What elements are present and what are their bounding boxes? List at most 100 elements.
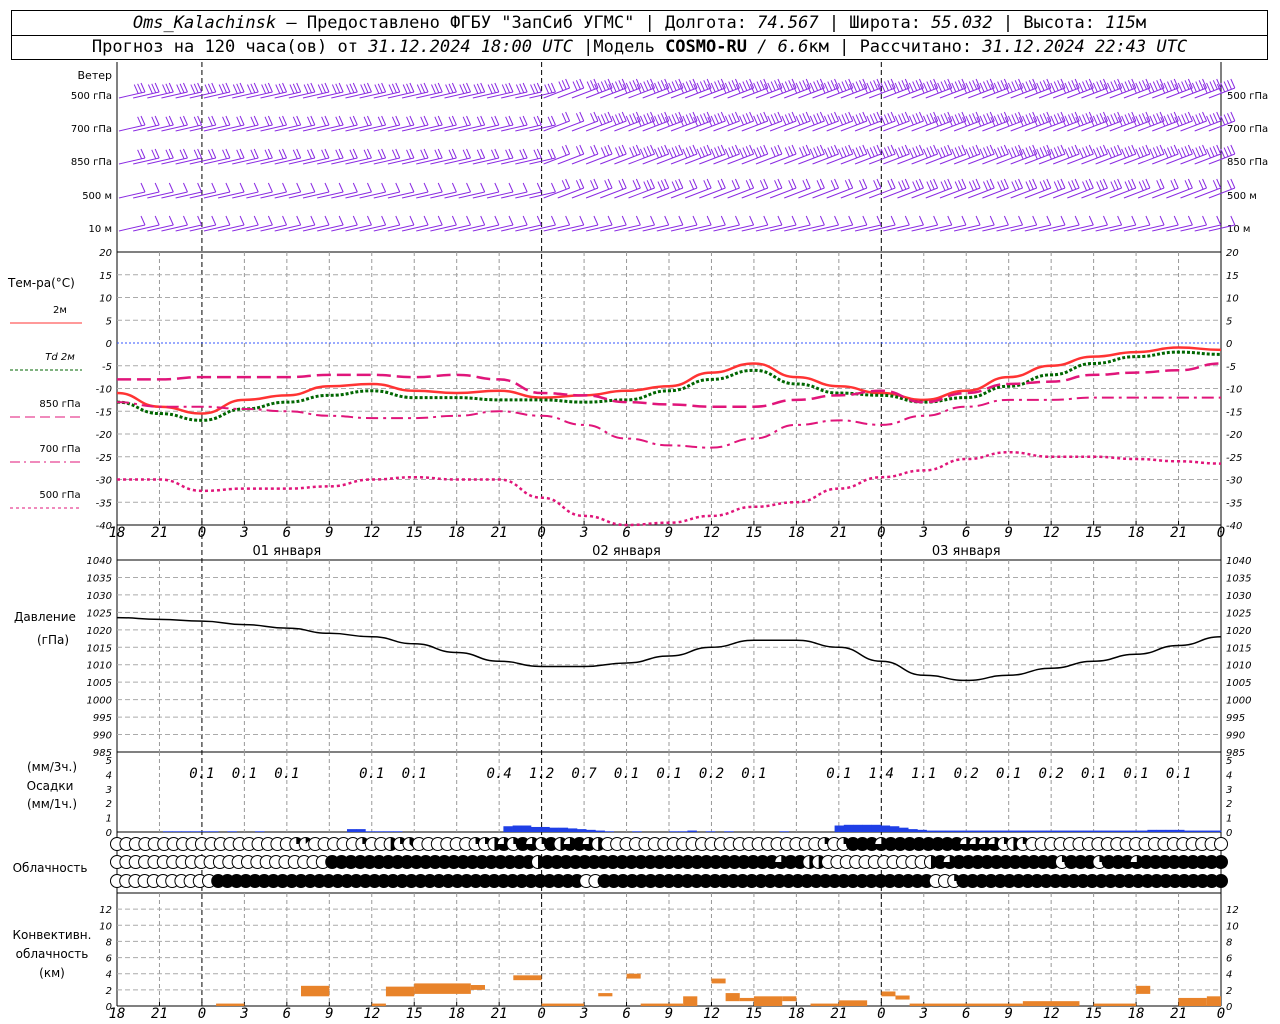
wind-barb-flag: [140, 215, 146, 226]
wind-barb-staff: [840, 153, 868, 165]
wind-barb-flag: [890, 144, 896, 155]
wind-barb-staff: [868, 120, 896, 132]
wind-barb-flag: [1163, 82, 1169, 93]
wind-level-label-right: 500 м: [1227, 191, 1257, 202]
convective-cloud-bar: [1206, 996, 1221, 1006]
wind-barb-flag: [756, 114, 762, 124]
x-tick-label: 18: [448, 525, 465, 541]
wind-barb-flag: [1124, 114, 1130, 124]
wind-barb-flag: [749, 215, 755, 226]
wind-barb-flag: [1025, 181, 1031, 191]
wind-barb-flag: [282, 182, 287, 193]
wind-barb-flag: [926, 147, 932, 157]
wind-barb-flag: [1173, 178, 1179, 189]
wind-barb-flag: [621, 215, 627, 226]
x-tick-label: 18: [109, 1006, 126, 1022]
wind-barb-flag: [501, 84, 507, 94]
x-tick-label: 9: [325, 1006, 333, 1022]
precip-bar: [190, 831, 201, 832]
wind-barb-flag: [491, 116, 496, 126]
wind-barb-flag: [795, 82, 801, 93]
wind-barb-flag: [699, 147, 705, 157]
wind-barb-flag: [951, 115, 957, 126]
wind-barb-flag: [480, 115, 486, 126]
wind-barb-flag: [1159, 215, 1165, 226]
pressure-y-tick-label-right: 995: [1226, 713, 1245, 724]
wind-barb-flag: [615, 147, 620, 157]
wind-barb-flag: [660, 146, 666, 156]
wind-barb-flag: [1039, 81, 1045, 91]
wind-barb-flag: [1082, 114, 1088, 124]
wind-barb-flag: [1230, 144, 1236, 155]
wind-barb-flag: [844, 180, 850, 190]
wind-barb-staff: [331, 157, 358, 165]
wind-barb-flag: [1096, 181, 1102, 191]
wind-barb-staff: [217, 91, 245, 99]
wind-barb-flag: [838, 148, 844, 159]
wind-barb-flag: [211, 215, 217, 226]
wind-barb-flag: [774, 113, 779, 123]
wind-barb-flag: [168, 215, 174, 226]
wind-barb-staff: [614, 153, 641, 165]
wind-barb-flag: [451, 182, 457, 193]
wind-barb-flag: [753, 148, 759, 159]
wind-barb-flag: [1124, 81, 1130, 91]
wind-barb-flag: [218, 84, 224, 94]
wind-barb-staff: [769, 153, 797, 165]
precip-bar: [880, 825, 891, 832]
wind-barb-flag: [1191, 115, 1197, 126]
precip-bar: [1175, 829, 1185, 832]
wind-barb-flag: [1121, 148, 1127, 159]
wind-barb-flag: [720, 111, 726, 122]
day-label: 02 января: [592, 544, 661, 559]
wind-barb-staff: [1095, 224, 1122, 232]
wind-barb-flag: [1146, 116, 1152, 127]
wind-barb-flag: [1174, 116, 1180, 127]
wind-barb-flag: [1046, 144, 1052, 155]
wind-barb-flag: [735, 78, 740, 89]
convective-cloud-bar: [626, 973, 641, 979]
wind-barb-flag: [1184, 180, 1190, 190]
wind-barb-flag: [989, 215, 995, 226]
wind-barb-flag: [183, 148, 188, 159]
wind-barb-staff: [925, 120, 952, 132]
wind-barb-flag: [933, 178, 939, 189]
wind-barb-flag: [901, 80, 907, 90]
wind-barb-flag: [1142, 113, 1147, 123]
wind-barb-flag: [664, 111, 670, 122]
wind-barb-flag: [1060, 215, 1066, 226]
wind-barb-staff: [1038, 187, 1066, 199]
wind-barb-staff: [840, 120, 868, 132]
wind-barb-staff: [401, 157, 429, 165]
wind-barb-flag: [926, 114, 932, 124]
wind-barb-staff: [1053, 224, 1080, 232]
wind-barb-flag: [151, 83, 157, 93]
wind-barb-flag: [855, 114, 861, 124]
wind-barb-flag: [841, 147, 847, 157]
wind-barb-staff: [373, 191, 400, 199]
wind-barb-flag: [943, 113, 949, 123]
wind-barb-flag: [324, 215, 330, 226]
wind-barb-flag: [632, 80, 638, 90]
x-tick-label: 3: [579, 525, 588, 541]
wind-barb-staff: [1166, 87, 1193, 99]
wind-barb-flag: [731, 146, 737, 156]
wind-barb-flag: [813, 147, 819, 157]
wind-barb-staff: [741, 224, 768, 232]
pressure-y-tick-label-right: 1020: [1226, 626, 1251, 637]
wind-barb-flag: [462, 83, 468, 93]
wind-barb-flag: [933, 83, 939, 94]
wind-barb-flag: [997, 81, 1003, 91]
wind-barb-staff: [1081, 120, 1108, 132]
wind-barb-flag: [604, 113, 610, 123]
wind-barb-staff: [416, 224, 443, 232]
wind-barb-flag: [310, 215, 316, 226]
wind-barb-flag: [654, 148, 660, 159]
x-tick-label: 3: [919, 525, 928, 541]
precip-bar: [678, 831, 688, 832]
wind-barb-flag: [735, 111, 740, 122]
wind-barb-flag: [621, 78, 627, 89]
wind-barb-flag: [1047, 149, 1052, 160]
wind-barb-flag: [466, 82, 471, 93]
convective-cloud-bar: [414, 983, 471, 994]
